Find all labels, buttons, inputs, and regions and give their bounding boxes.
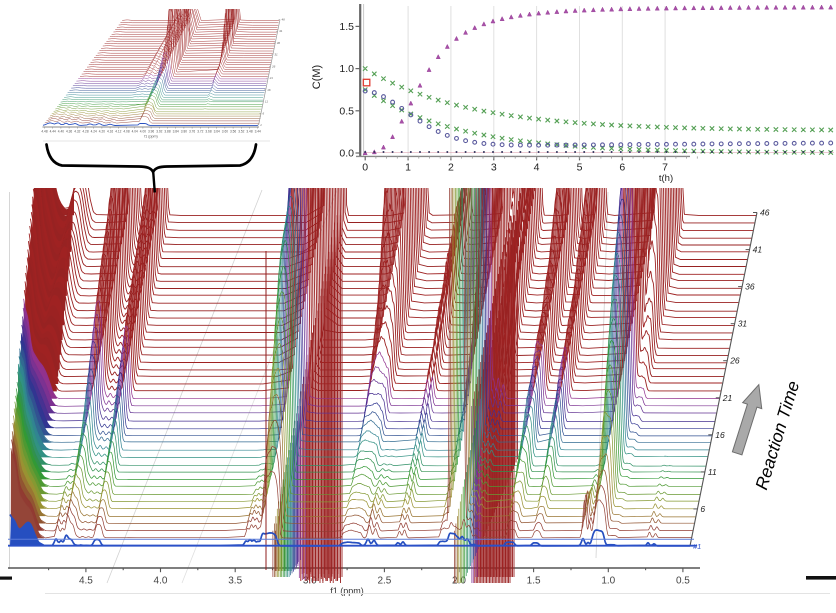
svg-text:1: 1 [260, 123, 262, 127]
svg-text:0.5: 0.5 [339, 105, 354, 117]
svg-text:36: 36 [277, 41, 281, 45]
svg-text:3.88: 3.88 [164, 130, 170, 134]
svg-text:4.12: 4.12 [115, 130, 121, 134]
svg-text:3.76: 3.76 [189, 130, 195, 134]
svg-text:0.0: 0.0 [339, 148, 354, 160]
svg-text:0: 0 [362, 162, 368, 174]
svg-text:1: 1 [405, 162, 411, 174]
svg-text:5: 5 [577, 162, 583, 174]
svg-text:3.5: 3.5 [228, 576, 242, 587]
svg-text:3.48: 3.48 [246, 130, 252, 134]
svg-text:3.56: 3.56 [230, 130, 236, 134]
svg-text:4.44: 4.44 [50, 130, 56, 134]
svg-text:1.5: 1.5 [339, 21, 354, 33]
svg-text:4.0: 4.0 [154, 576, 168, 587]
svg-text:4.16: 4.16 [107, 130, 113, 134]
svg-text:f1 (ppm): f1 (ppm) [144, 135, 157, 139]
svg-text:4.48: 4.48 [41, 130, 47, 134]
svg-text:3.92: 3.92 [156, 130, 162, 134]
svg-text:41: 41 [753, 245, 763, 255]
svg-text:46: 46 [282, 18, 286, 22]
svg-text:f1 (ppm): f1 (ppm) [330, 586, 364, 596]
svg-text:21: 21 [269, 76, 274, 80]
svg-text:4.36: 4.36 [66, 130, 72, 134]
svg-text:1.0: 1.0 [601, 576, 615, 587]
svg-text:11: 11 [708, 467, 717, 477]
svg-text:1.5: 1.5 [527, 576, 541, 587]
svg-text:6: 6 [619, 162, 625, 174]
svg-text:6: 6 [263, 111, 265, 115]
svg-text:2.5: 2.5 [377, 576, 391, 587]
svg-text:21: 21 [722, 393, 733, 403]
svg-text:#1: #1 [693, 542, 701, 551]
svg-text:26: 26 [729, 356, 740, 366]
svg-text:7: 7 [662, 162, 668, 174]
svg-text:3.84: 3.84 [173, 130, 179, 134]
svg-text:3: 3 [491, 162, 497, 174]
svg-text:6: 6 [700, 504, 705, 514]
svg-text:41: 41 [279, 29, 283, 33]
svg-text:31: 31 [274, 53, 278, 57]
svg-text:4.04: 4.04 [132, 130, 138, 134]
svg-text:4.28: 4.28 [82, 130, 88, 134]
svg-text:t(h): t(h) [659, 173, 673, 184]
svg-text:4.5: 4.5 [79, 576, 93, 587]
svg-text:3.64: 3.64 [214, 130, 220, 134]
svg-text:3.80: 3.80 [181, 130, 187, 134]
svg-text:2: 2 [448, 162, 454, 174]
svg-text:3.96: 3.96 [148, 130, 154, 134]
svg-text:11: 11 [265, 100, 268, 104]
svg-text:46: 46 [760, 208, 770, 218]
svg-text:0.5: 0.5 [676, 576, 690, 587]
svg-text:4.24: 4.24 [91, 130, 97, 134]
svg-text:3.60: 3.60 [222, 130, 228, 134]
svg-text:26: 26 [271, 64, 276, 68]
svg-text:16: 16 [715, 430, 725, 440]
svg-text:4.20: 4.20 [99, 130, 105, 134]
svg-text:C(M): C(M) [311, 65, 323, 89]
svg-text:4.08: 4.08 [123, 130, 129, 134]
svg-text:3.44: 3.44 [255, 130, 261, 134]
svg-text:4: 4 [534, 162, 540, 174]
svg-text:3.72: 3.72 [197, 130, 203, 134]
svg-text:2.0: 2.0 [452, 576, 466, 587]
svg-text:31: 31 [738, 319, 748, 329]
svg-text:3.68: 3.68 [205, 130, 211, 134]
svg-text:4.32: 4.32 [74, 130, 80, 134]
svg-text:4.40: 4.40 [58, 130, 64, 134]
svg-text:36: 36 [745, 282, 755, 292]
svg-text:1.0: 1.0 [339, 63, 354, 75]
svg-text:16: 16 [267, 88, 271, 92]
svg-text:3.52: 3.52 [238, 130, 244, 134]
svg-text:4.00: 4.00 [140, 130, 146, 134]
